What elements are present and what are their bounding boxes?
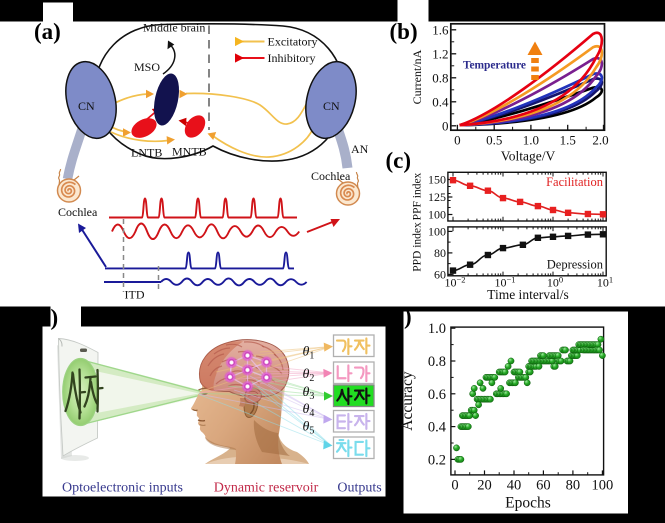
svg-text:0: 0 [454,133,461,148]
svg-text:MSO: MSO [134,60,160,74]
svg-text:1.6: 1.6 [432,22,449,37]
svg-text:Voltage/V: Voltage/V [501,149,556,164]
svg-text:Middle brain: Middle brain [143,21,205,35]
svg-text:0.4: 0.4 [428,420,447,436]
svg-text:0.8: 0.8 [432,70,448,85]
svg-text:Time interval/s: Time interval/s [487,287,569,302]
svg-text:Inhibitory: Inhibitory [268,51,316,65]
svg-text:1.2: 1.2 [432,46,448,61]
svg-text:Cochlea: Cochlea [311,169,351,183]
svg-text:40: 40 [507,478,522,494]
svg-text:Optoelectronic inputs: Optoelectronic inputs [62,481,183,496]
svg-text:CN: CN [78,99,95,113]
svg-text:LNTB: LNTB [131,146,162,160]
svg-text:Epochs: Epochs [505,495,551,512]
svg-text:(c): (c) [386,148,412,173]
svg-text:100: 100 [428,208,446,222]
svg-text:MNTB: MNTB [172,145,207,159]
svg-text:PPD index: PPD index [412,222,424,272]
svg-text:Cochlea: Cochlea [58,205,98,219]
svg-text:0.2: 0.2 [428,452,446,468]
svg-text:(b): (b) [390,19,418,44]
svg-text:20: 20 [477,478,492,494]
svg-text:Depression: Depression [547,258,604,272]
svg-text:125: 125 [428,190,446,204]
svg-text:Excitatory: Excitatory [268,35,318,49]
svg-text:100: 100 [428,225,446,239]
svg-text:60: 60 [434,268,446,282]
svg-text:0: 0 [442,118,449,133]
svg-text:80: 80 [566,478,581,494]
svg-text:0: 0 [451,478,458,494]
svg-text:1.0: 1.0 [523,133,539,148]
svg-text:Temperature: Temperature [463,60,526,72]
svg-text:Outputs: Outputs [337,481,381,496]
svg-text:PPF index: PPF index [412,172,424,220]
svg-text:Accuracy: Accuracy [399,371,416,431]
svg-text:θ4: θ4 [303,402,315,419]
svg-text:60: 60 [536,478,551,494]
svg-text:80: 80 [434,246,446,260]
svg-text:0.6: 0.6 [428,387,446,403]
svg-text:): ) [51,305,59,330]
svg-text:Current/nA: Current/nA [410,49,424,104]
svg-text:θ5: θ5 [303,420,315,437]
svg-text:0.5: 0.5 [486,133,502,148]
svg-text:Facilitation: Facilitation [546,175,604,189]
svg-text:θ1: θ1 [303,345,315,362]
svg-text:1.0: 1.0 [428,321,446,337]
svg-text:100: 100 [592,478,614,494]
svg-text:1.5: 1.5 [560,133,576,148]
svg-text:θ3: θ3 [303,385,315,402]
svg-text:AN: AN [351,142,369,156]
svg-text:Dynamic reservoir: Dynamic reservoir [214,481,319,496]
svg-text:ITD: ITD [125,288,145,302]
svg-text:150: 150 [428,173,446,187]
svg-text:2.0: 2.0 [592,133,608,148]
svg-text:0.8: 0.8 [428,354,446,370]
svg-text:0.4: 0.4 [432,94,449,109]
svg-text:θ2: θ2 [303,367,315,384]
svg-text:(a): (a) [34,19,61,44]
svg-text:CN: CN [323,99,340,113]
svg-text:): ) [404,304,412,329]
